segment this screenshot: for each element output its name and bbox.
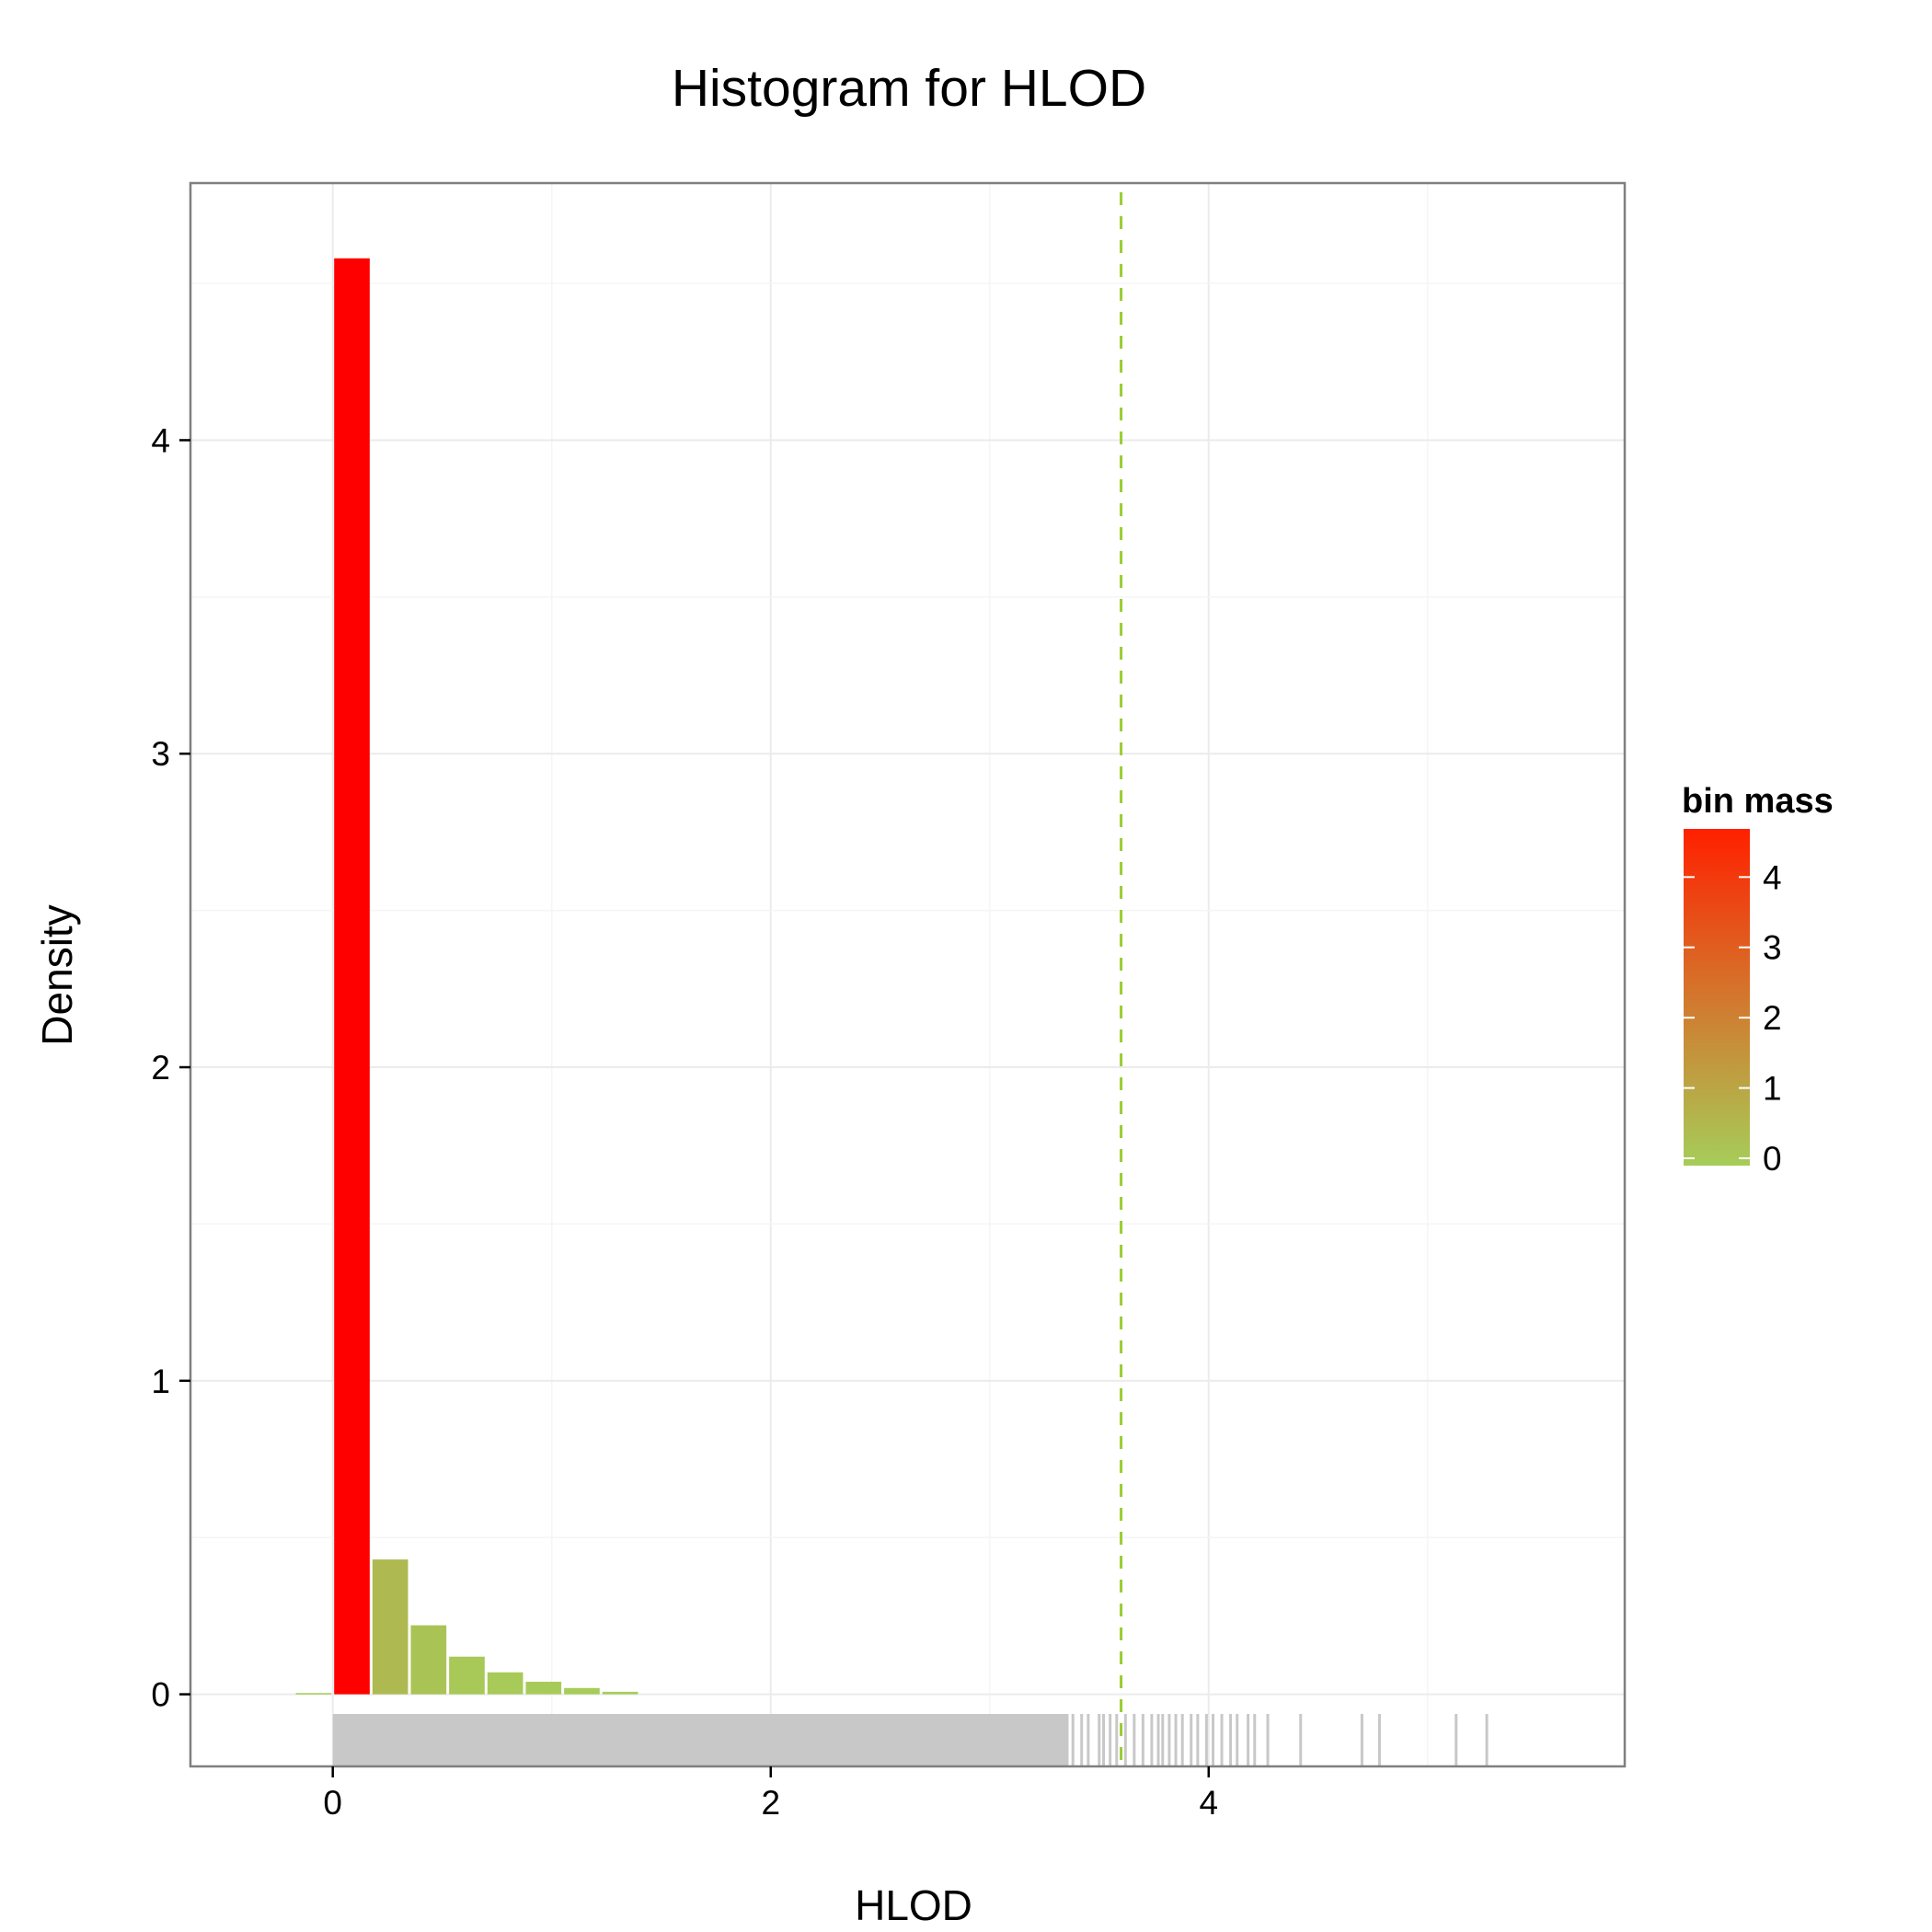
x-axis: 0 2 4 bbox=[323, 1766, 1218, 1822]
histogram-bar bbox=[564, 1687, 600, 1695]
y-axis: 0 1 2 3 4 bbox=[151, 421, 190, 1714]
legend: bin mass 4 3 2 1 0 bbox=[1682, 782, 1834, 1178]
x-tick-label: 2 bbox=[761, 1784, 780, 1822]
legend-label: 2 bbox=[1763, 999, 1782, 1037]
histogram-bar bbox=[525, 1681, 562, 1695]
rug-dense-block bbox=[332, 1714, 1069, 1766]
y-tick-label: 4 bbox=[151, 421, 170, 459]
histogram-bar bbox=[295, 1693, 332, 1695]
grid-lines bbox=[190, 183, 1625, 1766]
histogram-bar bbox=[372, 1559, 408, 1695]
legend-label: 0 bbox=[1763, 1140, 1782, 1178]
panel-border bbox=[189, 181, 1627, 1768]
histogram-bar bbox=[449, 1656, 485, 1695]
histogram-bar bbox=[487, 1672, 523, 1695]
legend-title: bin mass bbox=[1682, 782, 1834, 821]
legend-label: 4 bbox=[1763, 858, 1782, 896]
legend-label: 1 bbox=[1763, 1070, 1782, 1108]
rug-marks bbox=[332, 1714, 1489, 1766]
legend-ticks: 4 3 2 1 0 bbox=[1684, 858, 1782, 1178]
x-tick-label: 0 bbox=[323, 1784, 342, 1822]
histogram-bar bbox=[334, 258, 370, 1695]
legend-label: 3 bbox=[1763, 929, 1782, 967]
y-tick-label: 2 bbox=[151, 1049, 170, 1087]
x-tick-label: 4 bbox=[1199, 1784, 1218, 1822]
x-axis-title: HLOD bbox=[855, 1881, 972, 1929]
y-axis-title: Density bbox=[33, 904, 81, 1045]
y-tick-label: 3 bbox=[151, 735, 170, 773]
y-tick-label: 0 bbox=[151, 1676, 170, 1714]
histogram-bar bbox=[602, 1691, 638, 1695]
histogram-bar bbox=[410, 1625, 447, 1695]
chart-title: Histogram for HLOD bbox=[672, 59, 1146, 118]
y-tick-label: 1 bbox=[151, 1363, 170, 1400]
legend-colorbar bbox=[1684, 829, 1750, 1166]
histogram-bars bbox=[295, 258, 638, 1695]
